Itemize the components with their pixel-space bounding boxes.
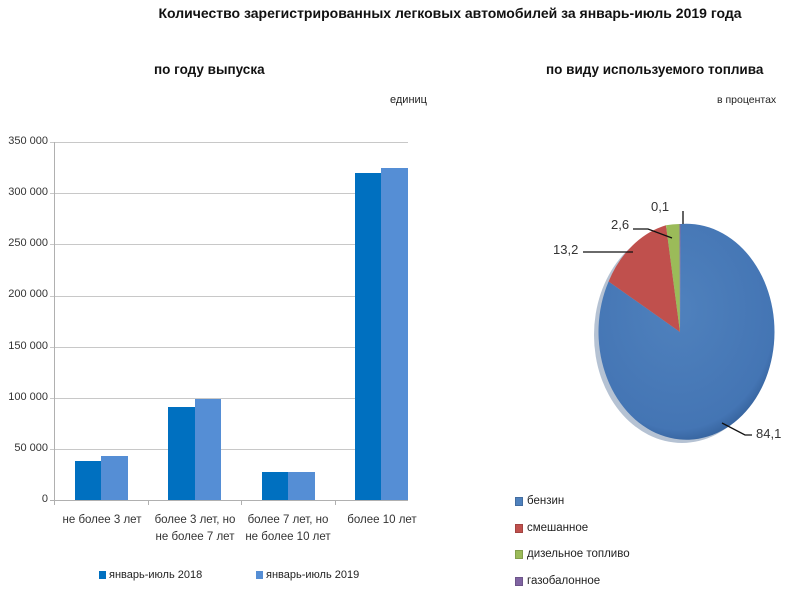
legend-swatch-diesel bbox=[515, 549, 523, 559]
y-tick: 250 000 bbox=[8, 237, 48, 249]
bars-2019 bbox=[101, 168, 408, 500]
pie-legend-diesel: дизельное топливо bbox=[515, 548, 630, 560]
y-tick: 300 000 bbox=[8, 186, 48, 198]
bar-chart-plot bbox=[50, 142, 408, 505]
x-category-1: не более 3 лет bbox=[62, 514, 142, 526]
leader-lines bbox=[583, 211, 752, 436]
y-tick: 350 000 bbox=[8, 135, 48, 147]
slice-gas bbox=[679, 223, 681, 332]
pie-label-diesel: 2,6 bbox=[611, 217, 630, 232]
legend-swatch-mixed bbox=[515, 523, 523, 533]
pie-label-mixed: 13,2 bbox=[553, 242, 579, 257]
pie-chart-unit: в процентах bbox=[717, 94, 777, 106]
pie-legend-mixed: смешанное bbox=[515, 522, 588, 534]
legend-swatch-gas bbox=[515, 576, 523, 586]
bars-2018 bbox=[75, 173, 381, 500]
legend-swatch-2018 bbox=[99, 571, 106, 579]
pie-legend-benzin: бензин bbox=[515, 495, 564, 507]
y-tick: 200 000 bbox=[8, 288, 48, 300]
x-ticks bbox=[54, 500, 336, 505]
y-tick: 50 000 bbox=[14, 442, 48, 454]
pie-chart-subtitle: по виду используемого топлива bbox=[546, 62, 764, 77]
gridlines bbox=[50, 142, 408, 450]
slice-diesel bbox=[666, 224, 680, 332]
y-tick: 100 000 bbox=[8, 391, 48, 403]
bar-chart-subtitle: по году выпуска bbox=[154, 62, 265, 77]
slice-benzin bbox=[598, 223, 775, 440]
bar-legend-2019: январь-июль 2019 bbox=[256, 569, 359, 581]
x-category-4: более 10 лет bbox=[347, 514, 417, 526]
x-category-3: более 7 лет, но не более 10 лет bbox=[245, 514, 331, 543]
legend-swatch-benzin bbox=[515, 496, 523, 506]
pie-label-gas: 0,1 bbox=[651, 199, 670, 214]
legend-swatch-2019 bbox=[256, 571, 263, 579]
pie-chart bbox=[583, 211, 775, 443]
y-tick: 0 bbox=[41, 493, 48, 505]
pie-label-benzin: 84,1 bbox=[756, 426, 782, 441]
y-tick: 150 000 bbox=[8, 340, 48, 352]
bar-chart-unit: единиц bbox=[390, 94, 427, 106]
pie-legend-gas: газобалонное bbox=[515, 575, 600, 587]
bar-legend-2018: январь-июль 2018 bbox=[99, 569, 202, 581]
main-title: Количество зарегистрированных легковых а… bbox=[158, 5, 742, 21]
x-category-2: более 3 лет, но не более 7 лет bbox=[154, 514, 236, 543]
